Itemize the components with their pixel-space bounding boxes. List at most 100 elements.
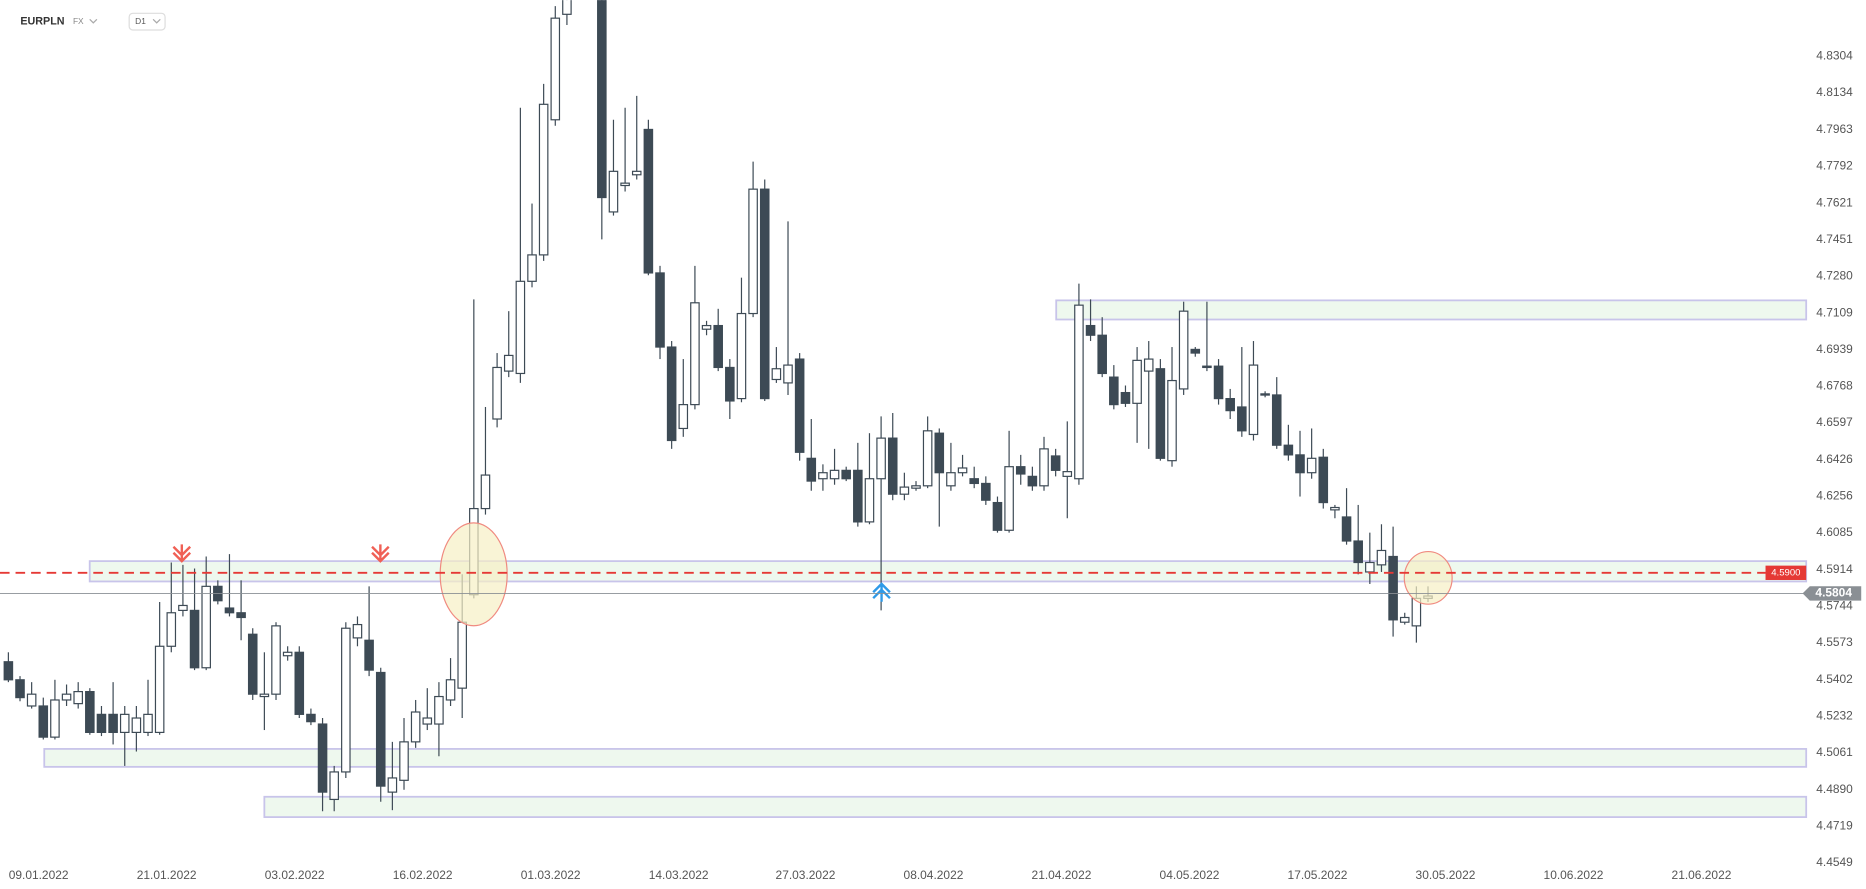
x-tick-label: 10.06.2022 bbox=[1544, 868, 1604, 882]
candle-body-up bbox=[550, 17, 561, 121]
candle-body-up bbox=[864, 478, 875, 523]
candle-body-down bbox=[1085, 324, 1096, 336]
x-tick-label: 17.05.2022 bbox=[1288, 868, 1348, 882]
highlight-ellipse bbox=[1403, 550, 1453, 605]
market-dropdown[interactable] bbox=[89, 18, 98, 24]
y-tick-label: 4.5744 bbox=[1816, 598, 1853, 612]
candle-body-up bbox=[143, 713, 153, 734]
candle-body-up bbox=[771, 368, 782, 381]
candle-body-up bbox=[178, 604, 188, 611]
candle-body-up bbox=[73, 690, 83, 705]
candle-body-up bbox=[1376, 549, 1387, 566]
candle-body-up bbox=[1365, 561, 1375, 573]
candle-body-down bbox=[992, 501, 1003, 531]
candle-body-up bbox=[166, 612, 177, 647]
y-tick-label: 4.4549 bbox=[1816, 855, 1853, 869]
candle-body-down bbox=[1015, 466, 1026, 475]
candle-body-down bbox=[1353, 540, 1363, 564]
x-tick-label: 03.02.2022 bbox=[265, 868, 325, 882]
alert-tag bbox=[1765, 565, 1807, 580]
candle-body-down bbox=[1097, 334, 1107, 375]
candle-body-down bbox=[806, 457, 817, 482]
y-tick-label: 4.8134 bbox=[1816, 85, 1853, 99]
candle-body-up bbox=[946, 472, 956, 487]
candle-body-down bbox=[1120, 391, 1131, 404]
candle-body-down bbox=[841, 469, 851, 480]
x-tick-label: 08.04.2022 bbox=[904, 868, 964, 882]
x-tick-label: 21.01.2022 bbox=[137, 868, 197, 882]
y-tick-label: 4.6085 bbox=[1816, 525, 1853, 539]
highlight-ellipse bbox=[439, 522, 508, 627]
candle-body-down bbox=[853, 469, 863, 523]
market: FX bbox=[73, 16, 84, 26]
candle-body-down bbox=[1271, 394, 1282, 446]
candle-body-up bbox=[271, 625, 281, 695]
candle-body-up bbox=[1260, 393, 1270, 396]
x-tick-label: 01.03.2022 bbox=[521, 868, 581, 882]
candle-body-up bbox=[434, 695, 444, 725]
candle-body-up bbox=[329, 771, 339, 801]
y-tick-label: 4.5232 bbox=[1816, 708, 1853, 722]
candle-body-up bbox=[26, 693, 37, 707]
candle-body-down bbox=[1388, 555, 1398, 621]
y-tick-label: 4.7451 bbox=[1816, 232, 1853, 246]
candle-body-down bbox=[1237, 406, 1247, 432]
down-arrow bbox=[172, 544, 192, 563]
candle-body-down bbox=[236, 612, 246, 619]
candle-body-up bbox=[736, 312, 747, 400]
y-tick-label: 4.6597 bbox=[1816, 415, 1853, 429]
candle-body-down bbox=[1050, 455, 1061, 471]
candle-body-down bbox=[725, 366, 735, 402]
candle-body-up bbox=[748, 188, 758, 315]
interval-dropdown[interactable] bbox=[152, 18, 161, 24]
candle-body-up bbox=[1004, 466, 1014, 531]
candle-body-down bbox=[294, 651, 305, 715]
y-tick-label: 4.6256 bbox=[1816, 488, 1853, 502]
candle-body-down bbox=[1341, 516, 1352, 542]
symbol: EURPLN bbox=[20, 16, 64, 28]
y-tick-label: 4.7621 bbox=[1816, 195, 1853, 209]
x-tick-label: 04.05.2022 bbox=[1160, 868, 1220, 882]
candle-body-down bbox=[1283, 444, 1294, 456]
x-tick-label: 27.03.2022 bbox=[776, 868, 836, 882]
candle-body-down bbox=[247, 633, 258, 695]
candle-body-up bbox=[352, 623, 363, 639]
candle-body-up bbox=[562, 0, 572, 15]
candle-body-down bbox=[85, 690, 95, 734]
candle-body-up bbox=[1167, 379, 1177, 462]
candle-body-down bbox=[981, 482, 991, 501]
candle-body-down bbox=[969, 478, 979, 485]
candle-body-up bbox=[1039, 448, 1049, 487]
sell-arrows bbox=[172, 544, 390, 563]
candle-body-up bbox=[480, 474, 491, 510]
candle-body-down bbox=[15, 679, 25, 699]
x-tick-label: 14.03.2022 bbox=[649, 868, 709, 882]
candle-body-up bbox=[445, 679, 456, 701]
x-tick-label: 09.01.2022 bbox=[9, 868, 69, 882]
candle-body-down bbox=[934, 432, 945, 474]
candle-body-up bbox=[1132, 359, 1142, 404]
candle-body-up bbox=[515, 280, 526, 375]
candle-body-down bbox=[1213, 365, 1224, 400]
candle-body-up bbox=[631, 170, 642, 176]
candle-body-down bbox=[38, 705, 49, 738]
candle-body-up bbox=[1143, 358, 1154, 372]
y-tick-label: 4.6426 bbox=[1816, 452, 1853, 466]
candle-body-up bbox=[492, 366, 502, 420]
plot bbox=[3, 0, 1433, 812]
candle-body-down bbox=[713, 324, 723, 369]
candle-body-down bbox=[887, 437, 898, 495]
candle-body-up bbox=[1062, 471, 1073, 477]
candle-body-up bbox=[50, 699, 60, 738]
zone bbox=[1055, 299, 1808, 321]
y-tick-label: 4.7963 bbox=[1816, 122, 1853, 136]
candle-body-up bbox=[620, 182, 630, 187]
interval-selector[interactable] bbox=[128, 12, 166, 31]
candle-body-up bbox=[422, 717, 433, 725]
x-tick-label: 16.02.2022 bbox=[393, 868, 453, 882]
zone bbox=[43, 748, 1808, 768]
candle-body-up bbox=[387, 777, 398, 793]
candle-body-up bbox=[527, 254, 537, 282]
candle-body-up bbox=[1248, 364, 1259, 436]
